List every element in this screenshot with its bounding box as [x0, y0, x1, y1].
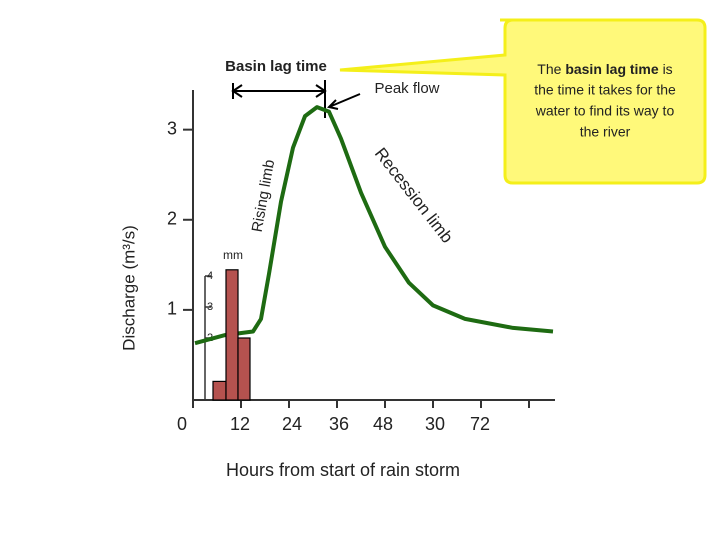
y2-axis-label: mm [223, 248, 243, 262]
y-tick-label: 2 [167, 209, 177, 229]
x-tick-label: 24 [282, 414, 302, 434]
y-tick-label: 1 [167, 299, 177, 319]
callout-bold: basin lag time [565, 61, 659, 77]
x-tick-label: 12 [230, 414, 250, 434]
rain-bar [225, 269, 239, 401]
callout-text: the river [580, 124, 631, 140]
annotation: Recession limb [371, 144, 457, 247]
callout-text: water to find its way to [535, 103, 675, 119]
x-tick-label: 30 [425, 414, 445, 434]
rain-bar [212, 380, 227, 401]
x-tick-label: 36 [329, 414, 349, 434]
rain-bar [237, 337, 251, 401]
x-axis-label: Hours from start of rain storm [226, 460, 460, 480]
y2-tick-label: 3 [207, 301, 213, 313]
x-tick-label: 72 [470, 414, 490, 434]
peak-arrow [327, 93, 361, 110]
lag-bracket-ends [231, 80, 327, 118]
callout-box [339, 18, 707, 185]
annotation: Peak flow [374, 80, 439, 97]
discharge-line [194, 105, 554, 346]
x-tick-label: 48 [373, 414, 393, 434]
callout-text: the time it takes for the [534, 82, 676, 98]
y-axis-label: Discharge (m³/s) [119, 225, 138, 351]
y-tick-label: 3 [167, 118, 177, 138]
annotation: Basin lag time [225, 58, 327, 75]
callout-text: The [537, 61, 561, 77]
callout-text: The basin lag time is [537, 61, 672, 77]
y2-tick-label: 4 [207, 270, 213, 282]
annotation: Rising limb [249, 158, 278, 233]
x-tick-label: 0 [177, 414, 187, 434]
callout-text: is [663, 61, 673, 77]
